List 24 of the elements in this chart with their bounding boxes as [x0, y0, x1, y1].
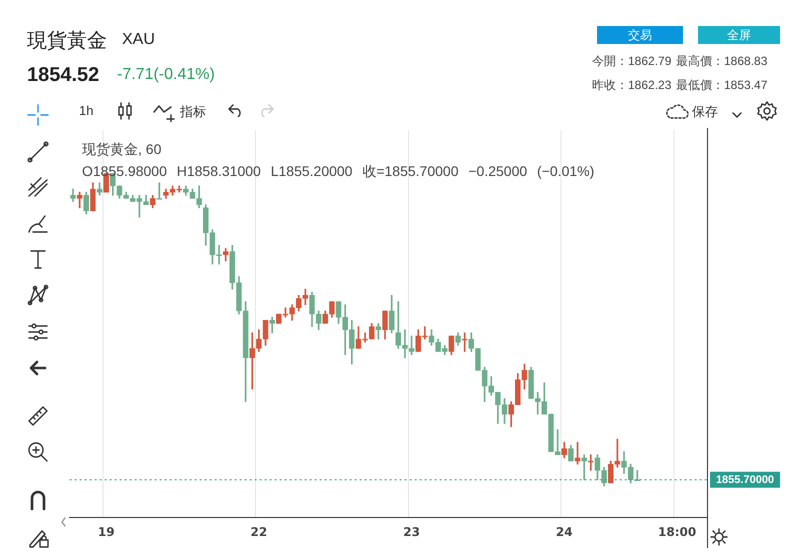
chart-subtitle: XAU: [122, 31, 155, 49]
x-tick-label: 24: [556, 524, 573, 539]
x-tick-label: 22: [250, 524, 268, 539]
text: 保存: [692, 103, 718, 121]
candlestick: [574, 442, 580, 464]
x-tick-label: 19: [98, 524, 115, 539]
x-tick-label: 23: [403, 524, 420, 539]
text: 今開：1862.79: [592, 53, 672, 70]
text: 交易: [597, 26, 683, 44]
text: 1855.70000: [716, 474, 774, 486]
text: 现货黄金, 60: [82, 141, 162, 159]
text: 昨收：1862.23: [592, 77, 672, 94]
text: 1854.52: [27, 64, 100, 87]
candlestick: [70, 188, 76, 202]
text: 最低價：1853.47: [676, 77, 768, 94]
text: 1h: [79, 103, 94, 118]
text: 全屏: [698, 26, 780, 44]
annotation: O1855.98000 H1858.31000 L1855.20000 收=1855.70000 −0.25000 (−0.01%): [82, 163, 594, 181]
text: -7.71(-0.41%): [117, 66, 215, 84]
candlestick: [408, 336, 414, 356]
text: 指标: [180, 103, 206, 121]
x-tick-label: 18:00: [658, 524, 696, 539]
text: 最高價：1868.83: [676, 53, 768, 70]
chart-title: 現貨黃金: [27, 29, 107, 54]
